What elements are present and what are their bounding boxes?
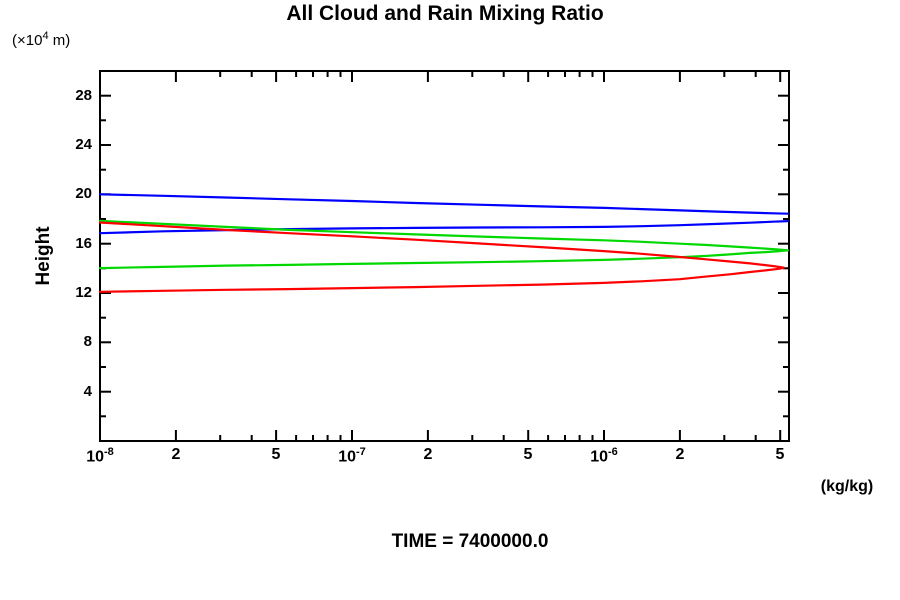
x-axis-unit-label: (kg/kg) <box>820 478 874 495</box>
x-tick-label: 2 <box>171 446 181 463</box>
curve-red-profile <box>98 221 786 293</box>
y-tick-label: 4 <box>83 383 92 400</box>
curve-blue-profile-lower-branch <box>98 220 790 235</box>
x-tick-label: 2 <box>423 446 433 463</box>
time-caption: TIME = 7400000.0 <box>391 531 549 552</box>
y-tick-label: 24 <box>75 136 92 153</box>
y-unit-prefix: (×10 <box>12 32 43 49</box>
x-tick-label: 5 <box>523 446 533 463</box>
y-tick-label: 20 <box>75 185 92 202</box>
curve-green-profile <box>98 219 790 270</box>
y-axis-unit-label: (×104 m) <box>12 30 70 49</box>
y-tick-label: 28 <box>75 87 92 104</box>
x-tick-label: 5 <box>775 446 785 463</box>
x-tick-label: 10-6 <box>590 446 618 466</box>
y-tick-label: 8 <box>83 333 92 350</box>
chart-title: All Cloud and Rain Mixing Ratio <box>286 2 604 25</box>
x-tick-label: 10-7 <box>338 446 366 466</box>
x-tick-label: 10-8 <box>86 446 114 466</box>
y-tick-label: 12 <box>75 284 92 301</box>
y-tick-label: 16 <box>75 235 92 252</box>
y-unit-exponent: 4 <box>42 30 49 42</box>
x-tick-label: 5 <box>271 446 281 463</box>
x-tick-label: 2 <box>675 446 685 463</box>
curve-blue-profile-upper-branch <box>98 193 790 215</box>
y-unit-suffix: m) <box>48 32 71 49</box>
